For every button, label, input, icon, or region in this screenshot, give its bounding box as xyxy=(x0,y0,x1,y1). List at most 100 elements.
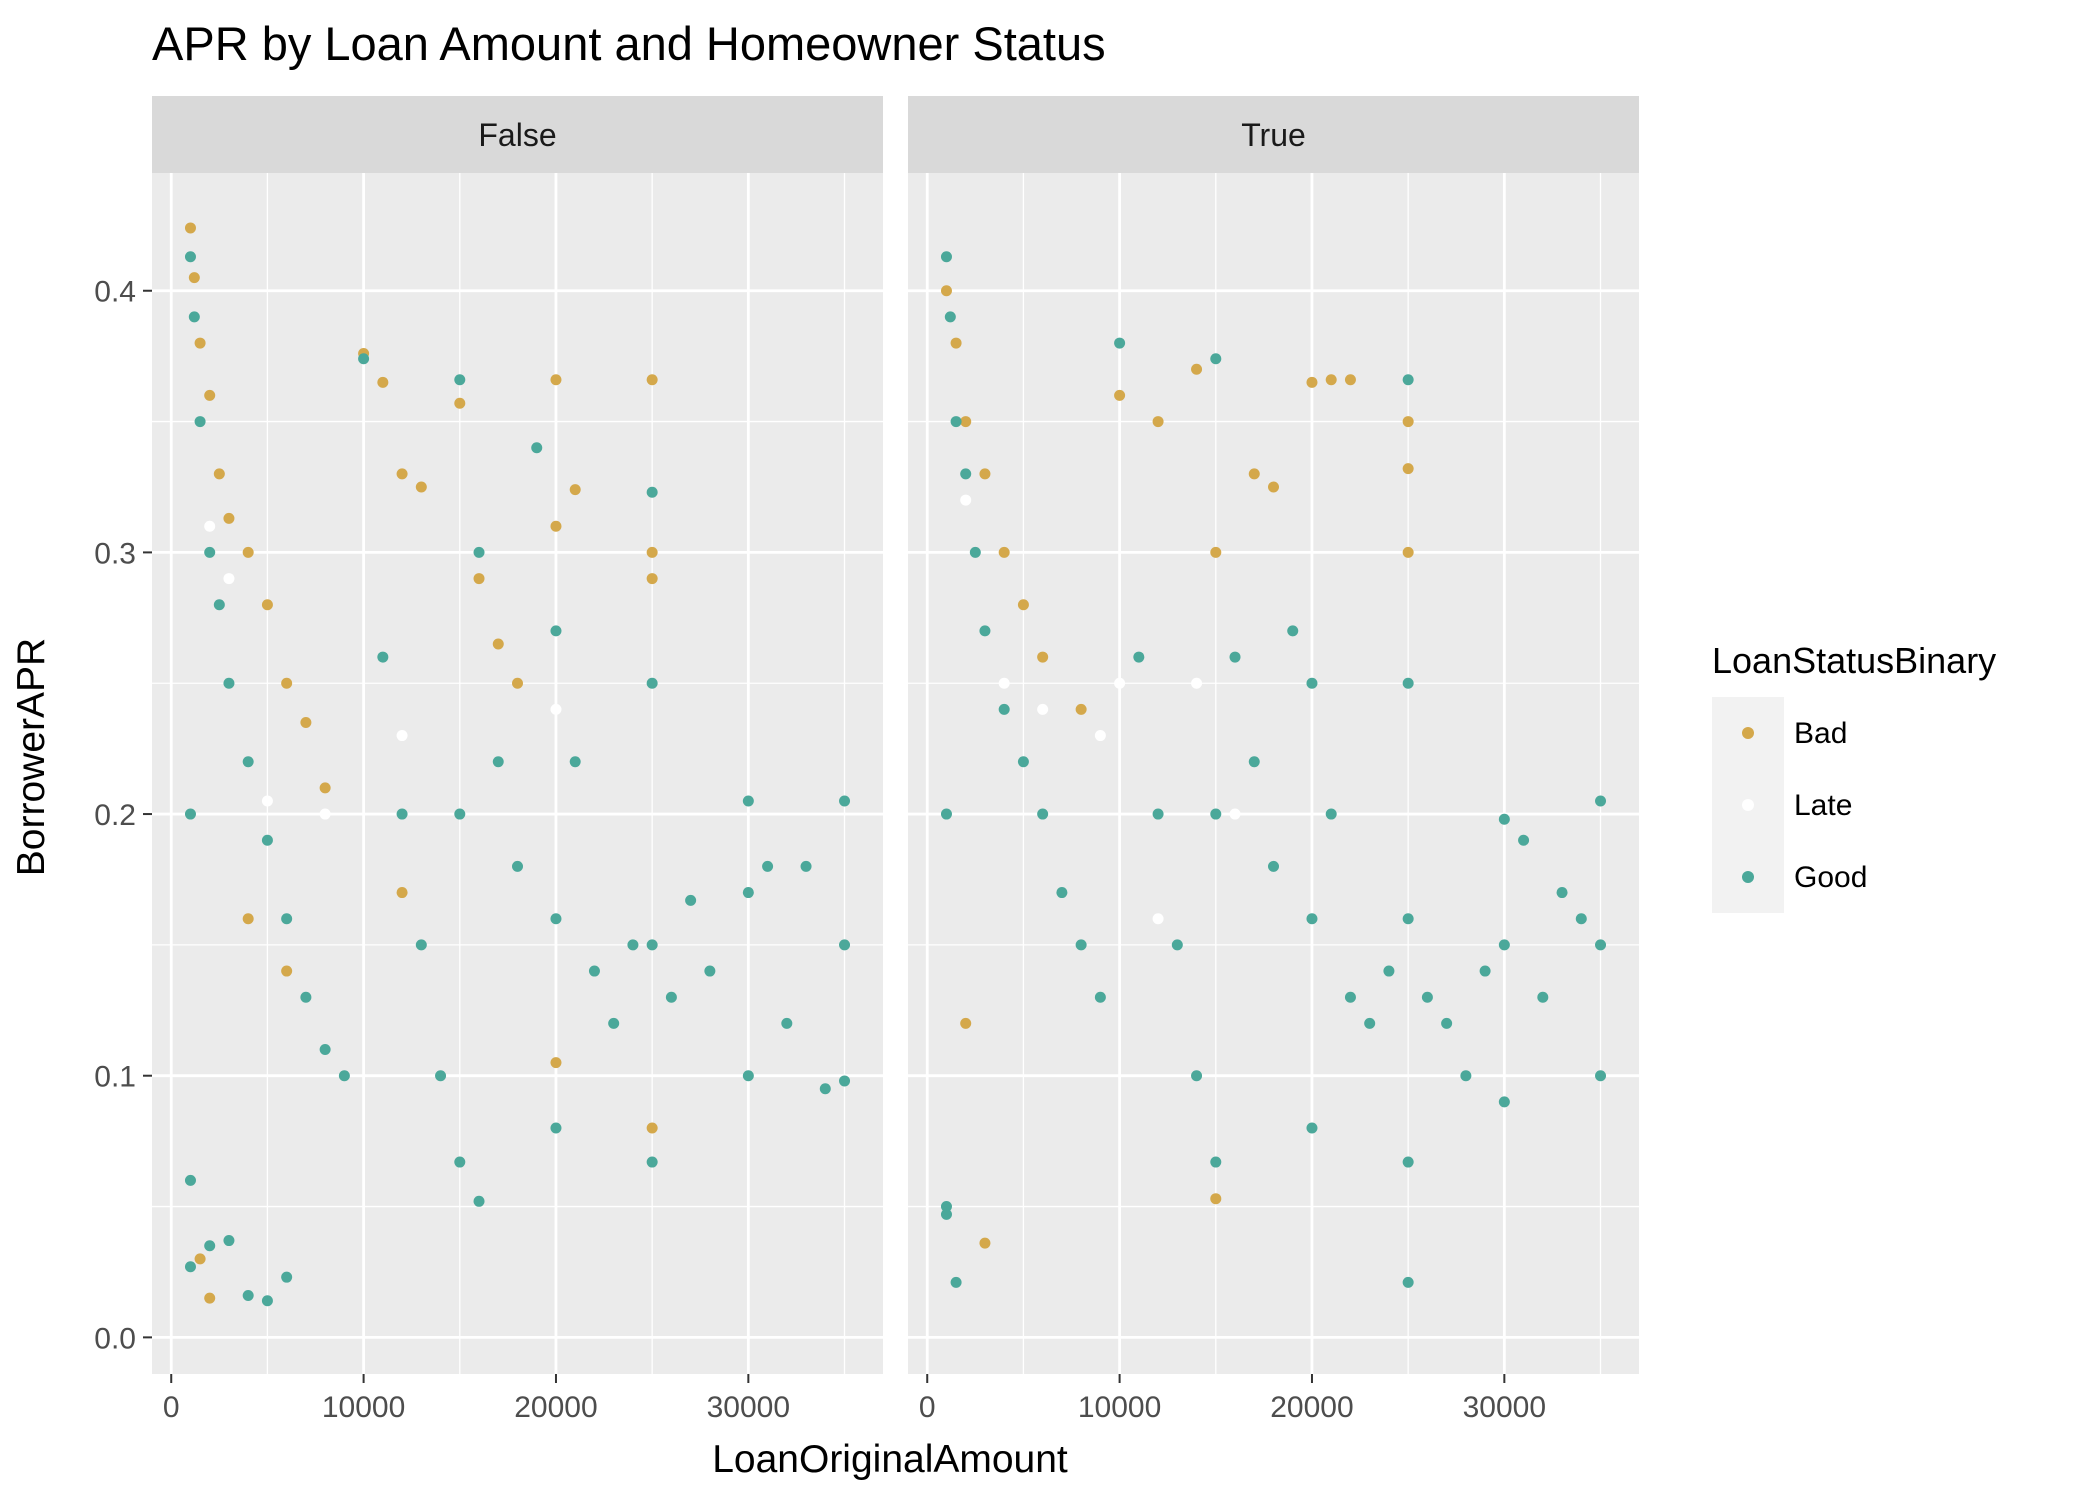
data-point-good xyxy=(188,311,200,323)
x-tick-label: 0 xyxy=(163,1391,180,1424)
data-point-good xyxy=(1441,1017,1453,1029)
x-tick-label: 0 xyxy=(919,1391,936,1424)
data-point-good xyxy=(194,416,206,428)
data-point-good xyxy=(473,546,485,558)
data-point-bad xyxy=(998,546,1010,558)
facet-strip xyxy=(152,96,883,173)
data-point-bad xyxy=(213,468,225,480)
data-point-good xyxy=(569,756,581,768)
y-tick-label: 0.3 xyxy=(94,537,136,570)
data-point-good xyxy=(213,599,225,611)
data-point-bad xyxy=(473,573,485,585)
data-point-bad xyxy=(1191,363,1203,375)
data-point-good xyxy=(1595,939,1607,951)
y-tick-label: 0.1 xyxy=(94,1061,136,1094)
data-point-bad xyxy=(1075,703,1087,715)
data-point-good xyxy=(588,965,600,977)
data-point-bad xyxy=(646,1122,658,1134)
legend-label-good: Good xyxy=(1794,861,1867,894)
data-point-good xyxy=(1402,1156,1414,1168)
data-point-good xyxy=(960,468,972,480)
data-point-bad xyxy=(960,416,972,428)
data-point-good xyxy=(242,1290,254,1302)
data-point-good xyxy=(550,913,562,925)
data-point-good xyxy=(319,1044,331,1056)
data-point-late xyxy=(223,573,235,585)
data-point-good xyxy=(742,795,754,807)
data-point-good xyxy=(1152,808,1164,820)
x-tick-label: 10000 xyxy=(1078,1391,1161,1424)
data-point-good xyxy=(1325,808,1337,820)
data-point-good xyxy=(1306,913,1318,925)
legend: LoanStatusBinary Bad Late Good xyxy=(1712,640,1996,913)
data-point-good xyxy=(261,1295,273,1307)
data-point-good xyxy=(1210,808,1222,820)
legend-key-bad-swatch xyxy=(1742,727,1754,739)
data-point-good xyxy=(1114,337,1126,349)
data-point-good xyxy=(435,1070,447,1082)
data-point-good xyxy=(1595,1070,1607,1082)
data-point-late xyxy=(261,795,273,807)
data-point-good xyxy=(1248,756,1260,768)
data-point-good xyxy=(940,251,952,263)
facet-panels: False 0 10000 20000 30000 0.0 0.1 0.2 0.3 0.4 True… xyxy=(94,96,1639,1424)
data-point-bad xyxy=(1210,546,1222,558)
data-point-good xyxy=(1306,677,1318,689)
x-axis-title: LoanOriginalAmount xyxy=(712,1438,1068,1481)
data-point-bad xyxy=(1325,374,1337,386)
data-point-good xyxy=(1537,991,1549,1003)
data-point-bad xyxy=(184,222,196,234)
data-point-good xyxy=(415,939,427,951)
data-point-good xyxy=(1287,625,1299,637)
data-point-late xyxy=(1229,808,1241,820)
series-late xyxy=(960,494,1241,925)
data-point-good xyxy=(819,1083,831,1095)
data-point-bad xyxy=(646,573,658,585)
data-point-bad xyxy=(569,484,581,496)
data-point-bad xyxy=(242,913,254,925)
data-point-good xyxy=(839,939,851,951)
data-point-good xyxy=(1210,1156,1222,1168)
data-point-good xyxy=(550,625,562,637)
data-point-good xyxy=(646,939,658,951)
data-point-late xyxy=(396,730,408,742)
data-point-good xyxy=(223,1235,235,1247)
data-point-good xyxy=(646,677,658,689)
data-point-late xyxy=(1037,703,1049,715)
legend-label-bad: Bad xyxy=(1794,717,1847,750)
data-point-good xyxy=(358,353,370,365)
data-point-good xyxy=(550,1122,562,1134)
data-point-bad xyxy=(223,512,235,524)
data-point-good xyxy=(1402,677,1414,689)
data-point-good xyxy=(940,1201,952,1213)
data-point-good xyxy=(742,887,754,899)
data-point-good xyxy=(762,860,774,872)
data-point-good xyxy=(839,795,851,807)
data-point-bad xyxy=(396,887,408,899)
data-point-good xyxy=(300,991,312,1003)
data-point-good xyxy=(979,625,991,637)
data-point-good xyxy=(242,756,254,768)
data-point-good xyxy=(492,756,504,768)
data-point-late xyxy=(204,520,216,532)
data-point-bad xyxy=(940,285,952,297)
data-point-good xyxy=(1595,795,1607,807)
data-point-good xyxy=(1556,887,1568,899)
data-point-bad xyxy=(300,716,312,728)
y-tick-label: 0.4 xyxy=(94,276,136,309)
y-tick-label: 0.2 xyxy=(94,799,136,832)
data-point-good xyxy=(184,251,196,263)
data-point-good xyxy=(839,1075,851,1087)
data-point-bad xyxy=(1344,374,1356,386)
series-bad xyxy=(940,285,1414,1249)
x-tick-label: 20000 xyxy=(1270,1391,1353,1424)
data-point-bad xyxy=(550,1057,562,1069)
data-point-bad xyxy=(1114,389,1126,401)
data-point-bad xyxy=(261,599,273,611)
data-point-bad xyxy=(979,1237,991,1249)
data-point-good xyxy=(781,1017,793,1029)
data-point-bad xyxy=(950,337,962,349)
data-point-good xyxy=(223,677,235,689)
data-point-bad xyxy=(492,638,504,650)
